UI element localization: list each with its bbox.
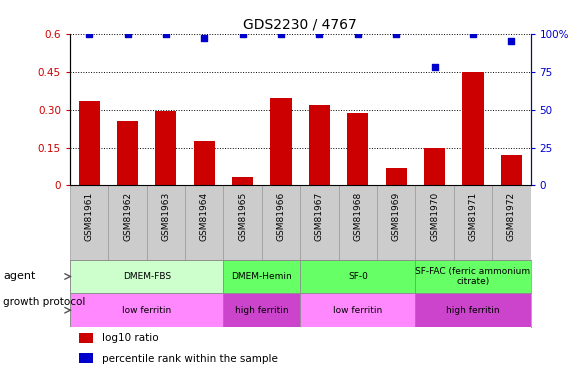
Point (353, 31, 363, 37)
Point (430, 64, 439, 70)
Text: low ferritin: low ferritin (333, 306, 382, 315)
Text: agent: agent (3, 271, 36, 280)
Text: SF-FAC (ferric ammonium
citrate): SF-FAC (ferric ammonium citrate) (416, 267, 531, 286)
Text: percentile rank within the sample: percentile rank within the sample (102, 354, 278, 364)
Text: GSM81964: GSM81964 (200, 191, 209, 240)
Point (468, 31, 477, 37)
Bar (147, 186, 185, 260)
Bar (339, 186, 377, 260)
Bar (501, 155, 522, 186)
Bar (347, 113, 368, 186)
Bar (117, 121, 138, 186)
Text: SF-0: SF-0 (348, 272, 368, 281)
Title: GDS2230 / 4767: GDS2230 / 4767 (243, 17, 357, 31)
Text: DMEM-FBS: DMEM-FBS (122, 272, 171, 281)
Text: GSM81969: GSM81969 (392, 191, 401, 241)
Bar (462, 72, 483, 186)
Point (161, 31, 171, 37)
Bar (232, 177, 253, 186)
Text: GSM81966: GSM81966 (276, 191, 286, 241)
Bar (300, 186, 339, 260)
Text: GSM81967: GSM81967 (315, 191, 324, 241)
Bar (70, 293, 223, 327)
Bar (79, 353, 93, 363)
Point (392, 31, 401, 37)
Text: GSM81972: GSM81972 (507, 191, 516, 240)
Text: GSM81970: GSM81970 (430, 191, 439, 241)
Bar (262, 186, 300, 260)
Text: GSM81971: GSM81971 (469, 191, 477, 241)
Text: growth protocol: growth protocol (3, 297, 85, 307)
Point (85, 31, 94, 37)
Point (276, 31, 286, 37)
Text: high ferritin: high ferritin (235, 306, 289, 315)
Bar (70, 260, 223, 293)
Bar (415, 293, 531, 327)
Bar (108, 186, 147, 260)
Bar (155, 111, 177, 186)
Text: GSM81963: GSM81963 (161, 191, 170, 241)
Text: GSM81965: GSM81965 (238, 191, 247, 241)
Bar (300, 293, 415, 327)
Text: high ferritin: high ferritin (446, 306, 500, 315)
Bar (492, 186, 531, 260)
Bar (194, 141, 215, 186)
Bar (223, 293, 300, 327)
Text: GSM81961: GSM81961 (85, 191, 94, 241)
Bar (415, 260, 531, 293)
Bar (415, 186, 454, 260)
Point (238, 31, 247, 37)
Text: low ferritin: low ferritin (122, 306, 171, 315)
Bar (424, 147, 445, 186)
Bar (185, 186, 223, 260)
Text: GSM81962: GSM81962 (123, 191, 132, 240)
Bar (70, 186, 108, 260)
Point (315, 31, 324, 37)
Bar (300, 260, 415, 293)
Text: log10 ratio: log10 ratio (102, 333, 159, 344)
Point (123, 31, 132, 37)
Bar (223, 186, 262, 260)
Bar (271, 98, 292, 186)
Text: DMEM-Hemin: DMEM-Hemin (231, 272, 292, 281)
Text: GSM81968: GSM81968 (353, 191, 362, 241)
Point (199, 35, 209, 41)
Bar (223, 260, 300, 293)
Bar (79, 333, 93, 343)
Point (507, 38, 516, 44)
Bar (454, 186, 492, 260)
Bar (377, 186, 415, 260)
Bar (385, 168, 407, 186)
Bar (79, 101, 100, 186)
Bar (309, 105, 330, 186)
